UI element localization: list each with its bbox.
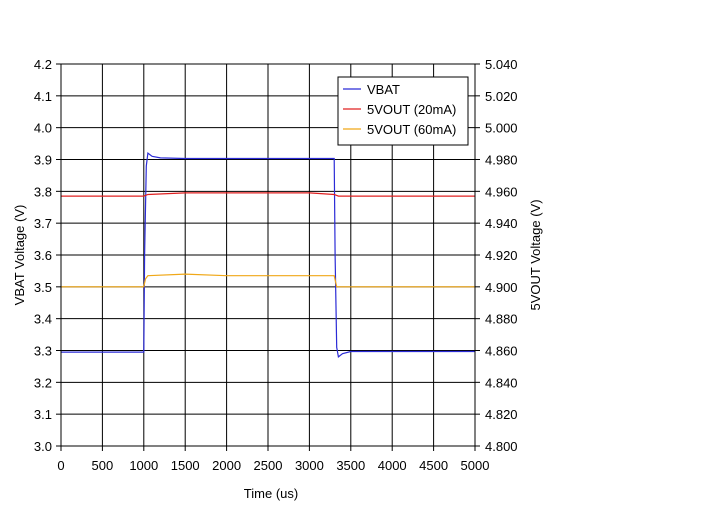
left-tick-label: 3.2 (34, 375, 52, 390)
right-tick-label: 4.900 (485, 280, 518, 295)
bottom-tick-label: 2000 (212, 458, 241, 473)
right-tick-label: 4.840 (485, 375, 518, 390)
legend-label: VBAT (367, 82, 400, 97)
left-tick-label: 3.9 (34, 153, 52, 168)
legend-label: 5VOUT (60mA) (367, 122, 456, 137)
left-tick-label: 3.0 (34, 439, 52, 454)
bottom-tick-label: 4000 (378, 458, 407, 473)
bottom-tick-label: 3000 (295, 458, 324, 473)
right-axis-ticks: 4.800 4.820 4.840 4.860 4.880 4.900 4.920 4.940… (475, 57, 518, 454)
series-layer (61, 151, 475, 358)
series-line-2 (61, 192, 475, 197)
series-line-3 (61, 273, 475, 288)
bottom-tick-label: 4500 (419, 458, 448, 473)
right-tick-label: 5.020 (485, 89, 518, 104)
left-axis-ticks: 3.0 3.1 3.2 3.3 3.4 3.5 3.6 3.7 3.8 3.9 4.0 4.1 4.2 (34, 57, 61, 454)
series-line-1 (61, 151, 475, 358)
right-tick-label: 5.000 (485, 121, 518, 136)
bottom-tick-label: 1000 (129, 458, 158, 473)
left-tick-label: 3.4 (34, 312, 52, 327)
left-tick-label: 3.6 (34, 248, 52, 263)
right-tick-label: 4.920 (485, 248, 518, 263)
right-tick-label: 5.040 (485, 57, 518, 72)
bottom-tick-label: 2500 (254, 458, 283, 473)
right-axis-title: 5VOUT Voltage (V) (528, 199, 543, 310)
left-tick-label: 3.1 (34, 407, 52, 422)
bottom-axis-ticks: 0 500 1000 1500 2000 2500 3000 3500 4000 4500 5000 (57, 446, 489, 473)
left-tick-label: 3.8 (34, 184, 52, 199)
bottom-tick-label: 500 (92, 458, 114, 473)
bottom-tick-label: 3500 (336, 458, 365, 473)
bottom-tick-label: 0 (57, 458, 64, 473)
legend-label: 5VOUT (20mA) (367, 102, 456, 117)
legend: VBAT 5VOUT (20mA) 5VOUT (60mA) (337, 76, 469, 146)
left-axis-title: VBAT Voltage (V) (12, 205, 27, 306)
right-tick-label: 4.880 (485, 312, 518, 327)
right-tick-label: 4.960 (485, 184, 518, 199)
left-tick-label: 4.2 (34, 57, 52, 72)
right-tick-label: 4.980 (485, 153, 518, 168)
left-tick-label: 3.7 (34, 216, 52, 231)
bottom-tick-label: 1500 (171, 458, 200, 473)
left-tick-label: 4.0 (34, 121, 52, 136)
bottom-tick-label: 5000 (461, 458, 490, 473)
right-tick-label: 4.800 (485, 439, 518, 454)
left-tick-label: 4.1 (34, 89, 52, 104)
right-tick-label: 4.820 (485, 407, 518, 422)
left-tick-label: 3.5 (34, 280, 52, 295)
right-tick-label: 4.940 (485, 216, 518, 231)
left-tick-label: 3.3 (34, 344, 52, 359)
right-tick-label: 4.860 (485, 344, 518, 359)
legend-box (337, 76, 469, 146)
x-axis-title: Time (us) (244, 486, 298, 501)
